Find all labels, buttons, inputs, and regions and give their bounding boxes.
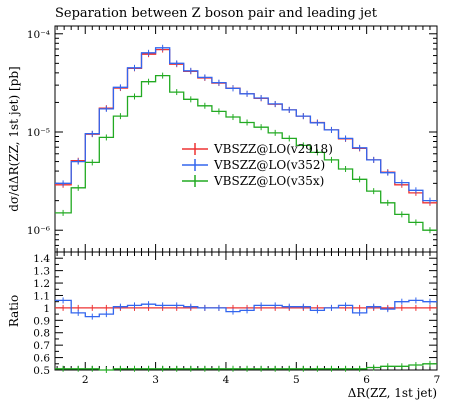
ratio-y-tick-label: 1.4: [33, 253, 50, 265]
main-y-axis-label: dσ/dΔR(ZZ, 1st jet) [pb]: [7, 66, 21, 211]
legend-label: VBSZZ@LO(v2918): [213, 142, 333, 156]
ratio-series-vbszz-lo-v352-: [55, 297, 437, 320]
ratio-panel: 2 3 4 5 6 7 1.41.31.21.110.90.80.70.60.5 Ratio…: [7, 251, 440, 400]
x-tick-label: 4: [223, 374, 230, 386]
ratio-plot-frame: [54, 251, 438, 371]
ratio-ticks: 2 3 4 5 6 7 1.41.31.21.110.90.80.70.60.5: [33, 252, 440, 386]
ratio-y-tick-label: 1.2: [33, 278, 50, 290]
y-tick-label: 10⁻⁵: [27, 127, 50, 139]
main-series: [55, 44, 437, 234]
legend-item: VBSZZ@LO(v352): [182, 158, 325, 172]
y-tick-label: 10⁻⁶: [27, 225, 50, 237]
x-tick-label: 2: [82, 374, 89, 386]
legend: VBSZZ@LO(v2918) VBSZZ@LO(v352) VBSZZ@LO(v3…: [182, 142, 333, 188]
histogram-step-line: [55, 74, 437, 231]
legend-item: VBSZZ@LO(v2918): [182, 142, 333, 156]
y-tick-label: 10⁻⁴: [27, 29, 50, 41]
ratio-y-tick-label: 0.5: [33, 365, 50, 377]
ratio-y-tick-label: 0.7: [33, 340, 50, 352]
ratio-y-axis-label: Ratio: [7, 295, 21, 327]
x-axis-label: ΔR(ZZ, 1st jet): [348, 386, 437, 400]
x-tick-label: 5: [293, 374, 300, 386]
histogram-step-line: [55, 363, 437, 371]
histogram-step-line: [55, 47, 437, 202]
main-plot-frame: [54, 25, 438, 253]
ratio-series: [55, 297, 437, 373]
ratio-y-tick-label: 1.1: [33, 290, 50, 302]
main-ticks: 10⁻⁴ 10⁻⁵ 10⁻⁶: [27, 26, 438, 253]
ratio-y-tick-label: 1: [43, 303, 50, 315]
x-tick-label: 3: [152, 374, 159, 386]
legend-label: VBSZZ@LO(v352): [213, 158, 325, 172]
legend-item: VBSZZ@LO(v35x): [182, 174, 324, 188]
ratio-series-vbszz-lo-v35x-: [55, 360, 437, 373]
legend-label: VBSZZ@LO(v35x): [213, 174, 324, 188]
histogram-step-line: [55, 299, 437, 318]
main-series-vbszz-lo-v35x-: [55, 72, 437, 234]
chart-title: Separation between Z boson pair and lead…: [55, 6, 378, 21]
x-tick-label: 6: [363, 374, 370, 386]
ratio-y-tick-label: 0.6: [33, 353, 50, 365]
ratio-y-tick-label: 0.8: [33, 328, 50, 340]
x-tick-label: 7: [434, 374, 441, 386]
main-series-vbszz-lo-v352-: [55, 44, 437, 204]
main-panel: 10⁻⁴ 10⁻⁵ 10⁻⁶ VBSZZ@LO(v2918) VBSZZ@LO(v35…: [7, 25, 438, 253]
ratio-y-tick-label: 0.9: [33, 315, 50, 327]
ratio-y-tick-label: 1.3: [33, 266, 50, 278]
